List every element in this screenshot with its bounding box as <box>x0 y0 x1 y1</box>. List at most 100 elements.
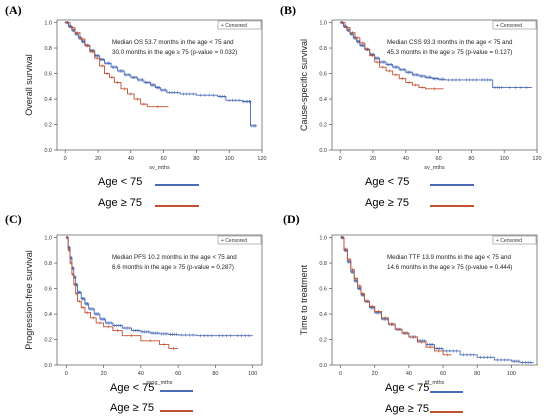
median-annotation-line: 6.6 months in the age ≥ 75 (p-value = 0.… <box>112 264 234 271</box>
panel-label: (B) <box>280 3 296 17</box>
x-tick-label: 40 <box>403 156 409 162</box>
legend-label-old: Age ≥ 75 <box>110 402 154 414</box>
panel-d: (D) 0 20 40 60 80 100 0.0 0.2 0.4 0.6 0.8 1.0 ttf_mt… <box>275 208 550 417</box>
x-tick-label: 120 <box>257 156 266 162</box>
legend-entry-old: Age ≥ 75 <box>385 403 429 415</box>
x-axis-label: prog_mths <box>147 380 173 385</box>
y-tick-label: 0.6 <box>44 287 52 293</box>
panel-a: (A) 0 20 40 60 80 100 120 0.0 0.2 0.4 0.6 0.8 1.0 sv_… <box>0 0 275 209</box>
y-tick-label: 1.0 <box>44 21 52 27</box>
median-annotation-line: 14.6 months in the age ≥ 75 (p-value = 0… <box>387 264 512 271</box>
plot-frame <box>56 19 263 151</box>
x-tick-label: 100 <box>248 371 257 377</box>
legend-label-old: Age ≥ 75 <box>385 403 429 415</box>
legend-line-young <box>430 391 463 393</box>
y-tick-label: 0.4 <box>44 97 52 103</box>
legend-line-young <box>430 184 474 186</box>
y-tick-label: 0.2 <box>44 123 52 129</box>
x-tick-label: 20 <box>372 371 378 377</box>
panel-label: (C) <box>5 212 22 226</box>
legend-entry-young: Age < 75 <box>110 382 154 394</box>
censored-legend-label: + Censored <box>221 23 247 29</box>
x-tick-label: 80 <box>193 156 199 162</box>
legend-line-old <box>430 205 474 207</box>
y-tick-label: 0.8 <box>319 261 327 267</box>
y-axis-label: Overall survival <box>24 54 34 116</box>
censored-legend-box <box>492 20 537 30</box>
y-tick-label: 1.0 <box>319 236 327 242</box>
km-curve-old <box>340 22 444 90</box>
legend-line-young <box>160 390 193 392</box>
panel-label: (D) <box>283 212 300 226</box>
legend-entry-young: Age < 75 <box>365 176 409 188</box>
legend-label-young: Age < 75 <box>385 382 430 394</box>
x-tick-label: 0 <box>339 156 342 162</box>
x-tick-label: 80 <box>212 371 218 377</box>
x-tick-label: 0 <box>65 371 68 377</box>
y-axis-label: Time to treatment <box>299 264 309 335</box>
censored-legend-label: + Censored <box>496 23 522 29</box>
median-annotation-line: Median TTF 13.9 months in the age < 75 a… <box>387 254 511 261</box>
y-tick-label: 0.0 <box>44 363 52 369</box>
legend-entry-young: Age < 75 <box>385 382 429 394</box>
plot-frame <box>331 234 538 366</box>
median-annotation-line: 30.0 months in the age ≥ 75 (p-value = 0… <box>112 49 237 56</box>
legend-entry-young: Age < 75 <box>98 176 142 188</box>
median-annotation-line: 45.3 months in the age ≥ 75 (p-value = 0… <box>387 49 512 56</box>
x-tick-label: 60 <box>436 156 442 162</box>
km-chart-time-to-treatment: 0 20 40 60 80 100 0.0 0.2 0.4 0.6 0.8 1.0 ttf_mths Ti… <box>299 234 538 385</box>
y-axis-label: Progression-free survival <box>24 250 34 350</box>
y-tick-label: 0.6 <box>319 72 327 78</box>
legend-label-young: Age < 75 <box>110 382 155 394</box>
x-tick-label: 60 <box>161 156 167 162</box>
x-tick-label: 80 <box>468 156 474 162</box>
x-tick-label: 20 <box>95 156 101 162</box>
x-tick-label: 100 <box>500 156 509 162</box>
legend-label-young: Age < 75 <box>98 176 143 188</box>
censored-legend-box <box>217 20 262 30</box>
x-tick-label: 100 <box>225 156 234 162</box>
km-chart-cause-specific-survival: 0 20 40 60 80 100 120 0.0 0.2 0.4 0.6 0.8 1.0 sv_mths… <box>299 19 542 170</box>
x-axis-label: sv_mths <box>424 165 445 170</box>
censored-legend-box <box>217 235 262 245</box>
censored-legend-label: + Censored <box>221 238 247 244</box>
panel-b: (B) 0 20 40 60 80 100 120 0.0 0.2 0.4 0.6 0.8 1.0 sv_… <box>275 0 550 209</box>
legend-entry-old: Age ≥ 75 <box>98 197 142 209</box>
median-annotation-line: Median OS 53.7 months in the age < 75 an… <box>112 39 234 46</box>
x-tick-label: 80 <box>474 371 480 377</box>
x-axis-label: sv_mths <box>149 165 170 170</box>
y-tick-label: 0.2 <box>319 123 327 129</box>
legend-label-old: Age ≥ 75 <box>365 197 409 209</box>
y-tick-label: 0.0 <box>319 148 327 154</box>
x-tick-label: 60 <box>175 371 181 377</box>
x-tick-label: 20 <box>370 156 376 162</box>
y-tick-label: 1.0 <box>44 236 52 242</box>
legend-line-young <box>155 184 199 186</box>
y-tick-label: 0.0 <box>44 148 52 154</box>
legend-line-old <box>155 205 199 207</box>
legend-label-young: Age < 75 <box>365 176 410 188</box>
y-tick-label: 0.8 <box>44 261 52 267</box>
y-tick-label: 0.2 <box>319 338 327 344</box>
km-chart-overall-survival: 0 20 40 60 80 100 120 0.0 0.2 0.4 0.6 0.8 1.0 sv_mths… <box>24 19 267 170</box>
x-tick-label: 40 <box>128 156 134 162</box>
x-tick-label: 0 <box>64 156 67 162</box>
legend-entry-old: Age ≥ 75 <box>110 402 154 414</box>
legend-line-old <box>160 410 193 412</box>
y-tick-label: 0.4 <box>319 97 327 103</box>
y-tick-label: 0.4 <box>44 312 52 318</box>
y-tick-label: 0.8 <box>44 46 52 52</box>
km-chart-progression-free-survival: 0 20 40 60 80 100 0.0 0.2 0.4 0.6 0.8 1.0 prog_mths P… <box>24 234 263 385</box>
x-tick-label: 0 <box>339 371 342 377</box>
x-axis-label: ttf_mths <box>425 380 445 385</box>
y-axis-label: Cause-specific survival <box>299 39 309 131</box>
y-tick-label: 0.2 <box>44 338 52 344</box>
median-annotation-line: Median CSS 93.3 months in the age < 75 a… <box>387 39 513 46</box>
x-tick-label: 20 <box>101 371 107 377</box>
x-tick-label: 120 <box>532 156 541 162</box>
y-tick-label: 0.6 <box>319 287 327 293</box>
panel-label: (A) <box>5 3 22 17</box>
y-tick-label: 0.8 <box>319 46 327 52</box>
y-tick-label: 0.0 <box>319 363 327 369</box>
x-tick-label: 60 <box>440 371 446 377</box>
